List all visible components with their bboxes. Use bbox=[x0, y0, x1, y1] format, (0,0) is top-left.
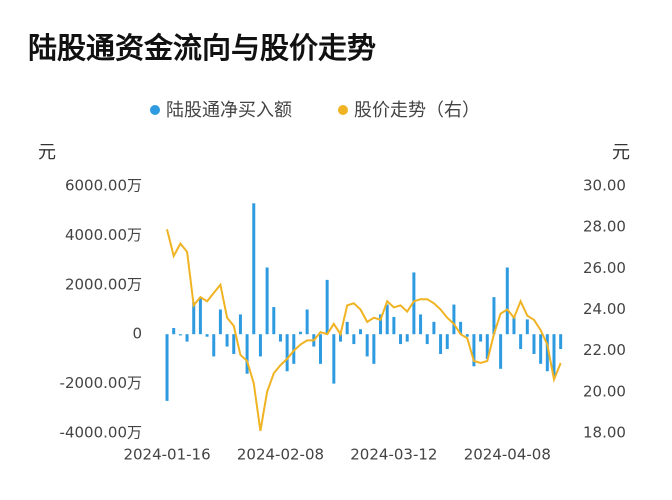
legend-marker bbox=[150, 105, 160, 115]
bar bbox=[465, 334, 469, 337]
y-tick-label: 4000.00万 bbox=[65, 226, 142, 244]
y2-tick-label: 18.00 bbox=[583, 424, 626, 442]
bar bbox=[252, 203, 256, 335]
bar bbox=[265, 267, 269, 335]
bar bbox=[412, 272, 416, 335]
bar bbox=[392, 316, 396, 335]
bar bbox=[532, 334, 536, 354]
bar bbox=[505, 267, 509, 335]
bar bbox=[405, 334, 409, 342]
bar bbox=[318, 334, 322, 364]
chart-title: 陆股通资金流向与股价走势 bbox=[28, 31, 376, 65]
x-tick-label: 2024-02-08 bbox=[237, 446, 324, 464]
bar bbox=[232, 334, 236, 354]
x-tick-label: 2024-04-08 bbox=[464, 446, 551, 464]
bar bbox=[379, 314, 383, 335]
bar bbox=[452, 304, 456, 335]
bar bbox=[292, 334, 296, 364]
bar bbox=[212, 334, 216, 357]
y-tick-label: 0 bbox=[132, 325, 142, 343]
bar bbox=[499, 334, 503, 369]
y2-tick-label: 20.00 bbox=[583, 382, 626, 400]
legend-label: 股价走势（右） bbox=[354, 100, 480, 121]
bar bbox=[459, 321, 463, 335]
bar bbox=[372, 334, 376, 364]
bar bbox=[399, 334, 403, 345]
bar bbox=[272, 307, 276, 335]
bar bbox=[552, 334, 556, 377]
y2-axis-title: 元 bbox=[612, 142, 630, 163]
bar bbox=[539, 334, 543, 364]
x-tick-label: 2024-01-16 bbox=[123, 446, 210, 464]
bar bbox=[359, 329, 363, 335]
bar bbox=[218, 309, 222, 335]
y-tick-label: 2000.00万 bbox=[65, 275, 142, 293]
y-tick-label: -4000.00万 bbox=[60, 424, 142, 442]
y-axis-title: 元 bbox=[38, 142, 56, 163]
bar bbox=[419, 314, 423, 335]
bar bbox=[479, 334, 483, 342]
bar bbox=[165, 334, 169, 401]
bar bbox=[198, 297, 202, 335]
bar bbox=[385, 304, 389, 335]
y2-tick-label: 28.00 bbox=[583, 218, 626, 236]
bar bbox=[432, 321, 436, 335]
bar bbox=[525, 319, 529, 335]
bar bbox=[245, 334, 249, 374]
bar bbox=[345, 321, 349, 335]
bar bbox=[445, 334, 449, 350]
y2-tick-label: 24.00 bbox=[583, 300, 626, 318]
y-tick-label: 6000.00万 bbox=[65, 177, 142, 195]
bar bbox=[492, 297, 496, 335]
bar bbox=[192, 302, 196, 335]
bar bbox=[512, 316, 516, 335]
bar bbox=[298, 331, 302, 335]
legend-label: 陆股通净买入额 bbox=[166, 100, 292, 121]
bar bbox=[352, 334, 356, 345]
y2-tick-label: 26.00 bbox=[583, 259, 626, 277]
bar bbox=[559, 334, 563, 350]
bar bbox=[205, 334, 209, 337]
bar bbox=[425, 334, 429, 345]
x-tick-label: 2024-03-12 bbox=[350, 446, 437, 464]
bar bbox=[172, 328, 176, 335]
bar bbox=[439, 334, 443, 354]
bar bbox=[472, 334, 476, 367]
bar bbox=[178, 334, 182, 336]
y-tick-label: -2000.00万 bbox=[60, 374, 142, 392]
price-line bbox=[166, 228, 562, 432]
bar bbox=[332, 334, 336, 384]
bar bbox=[185, 334, 189, 342]
bar bbox=[519, 334, 523, 350]
bar bbox=[305, 309, 309, 335]
y2-tick-label: 22.00 bbox=[583, 341, 626, 359]
bar bbox=[225, 334, 229, 347]
legend-marker bbox=[338, 105, 348, 115]
bar bbox=[258, 334, 262, 357]
y2-tick-label: 30.00 bbox=[583, 177, 626, 195]
bar bbox=[285, 334, 289, 372]
bar bbox=[238, 314, 242, 335]
bar bbox=[545, 334, 549, 372]
bar bbox=[338, 334, 342, 342]
bar bbox=[365, 334, 369, 357]
bar bbox=[325, 279, 329, 335]
bar bbox=[485, 334, 489, 359]
bar bbox=[278, 334, 282, 342]
